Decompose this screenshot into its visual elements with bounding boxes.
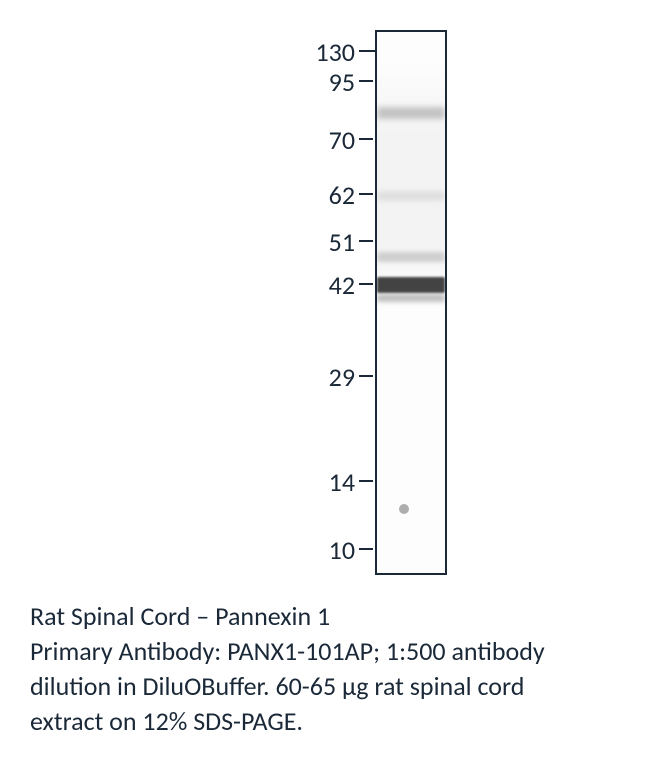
caption-line-3: dilution in DiluOBuffer. 60-65 µg rat sp… [30, 669, 620, 704]
artifact-spot [399, 504, 409, 514]
caption-line-1: Rat Spinal Cord – Pannexin 1 [30, 599, 620, 634]
mw-marker-label: 29 [295, 361, 355, 393]
mw-marker-tick [359, 240, 373, 242]
mw-marker-tick [359, 193, 373, 195]
figure-caption: Rat Spinal Cord – Pannexin 1 Primary Ant… [30, 599, 620, 739]
mw-marker-tick [359, 80, 373, 82]
lane-background-smear [377, 62, 445, 312]
protein-band [377, 294, 445, 302]
protein-band [377, 107, 445, 119]
mw-marker-label: 130 [295, 36, 355, 68]
mw-marker-label: 10 [295, 534, 355, 566]
mw-marker-tick [359, 283, 373, 285]
lane-content [377, 32, 445, 573]
protein-band [377, 277, 445, 293]
mw-marker-label: 70 [295, 124, 355, 156]
protein-band [377, 252, 445, 262]
mw-marker-tick [359, 375, 373, 377]
mw-marker-tick [359, 138, 373, 140]
mw-marker-tick [359, 50, 375, 52]
western-blot-figure: 13095 70 62 51 42 29 14 10 [125, 20, 525, 590]
caption-line-2: Primary Antibody: PANX1-101AP; 1:500 ant… [30, 634, 620, 669]
protein-band [377, 192, 445, 200]
mw-marker-tick [359, 480, 373, 482]
mw-marker-tick [359, 548, 373, 550]
mw-marker-label: 42 [295, 269, 355, 301]
mw-marker-label: 51 [295, 226, 355, 258]
mw-marker-label: 62 [295, 179, 355, 211]
caption-line-4: extract on 12% SDS-PAGE. [30, 704, 620, 739]
mw-marker-label: 95 [295, 66, 355, 98]
mw-marker-label: 14 [295, 466, 355, 498]
